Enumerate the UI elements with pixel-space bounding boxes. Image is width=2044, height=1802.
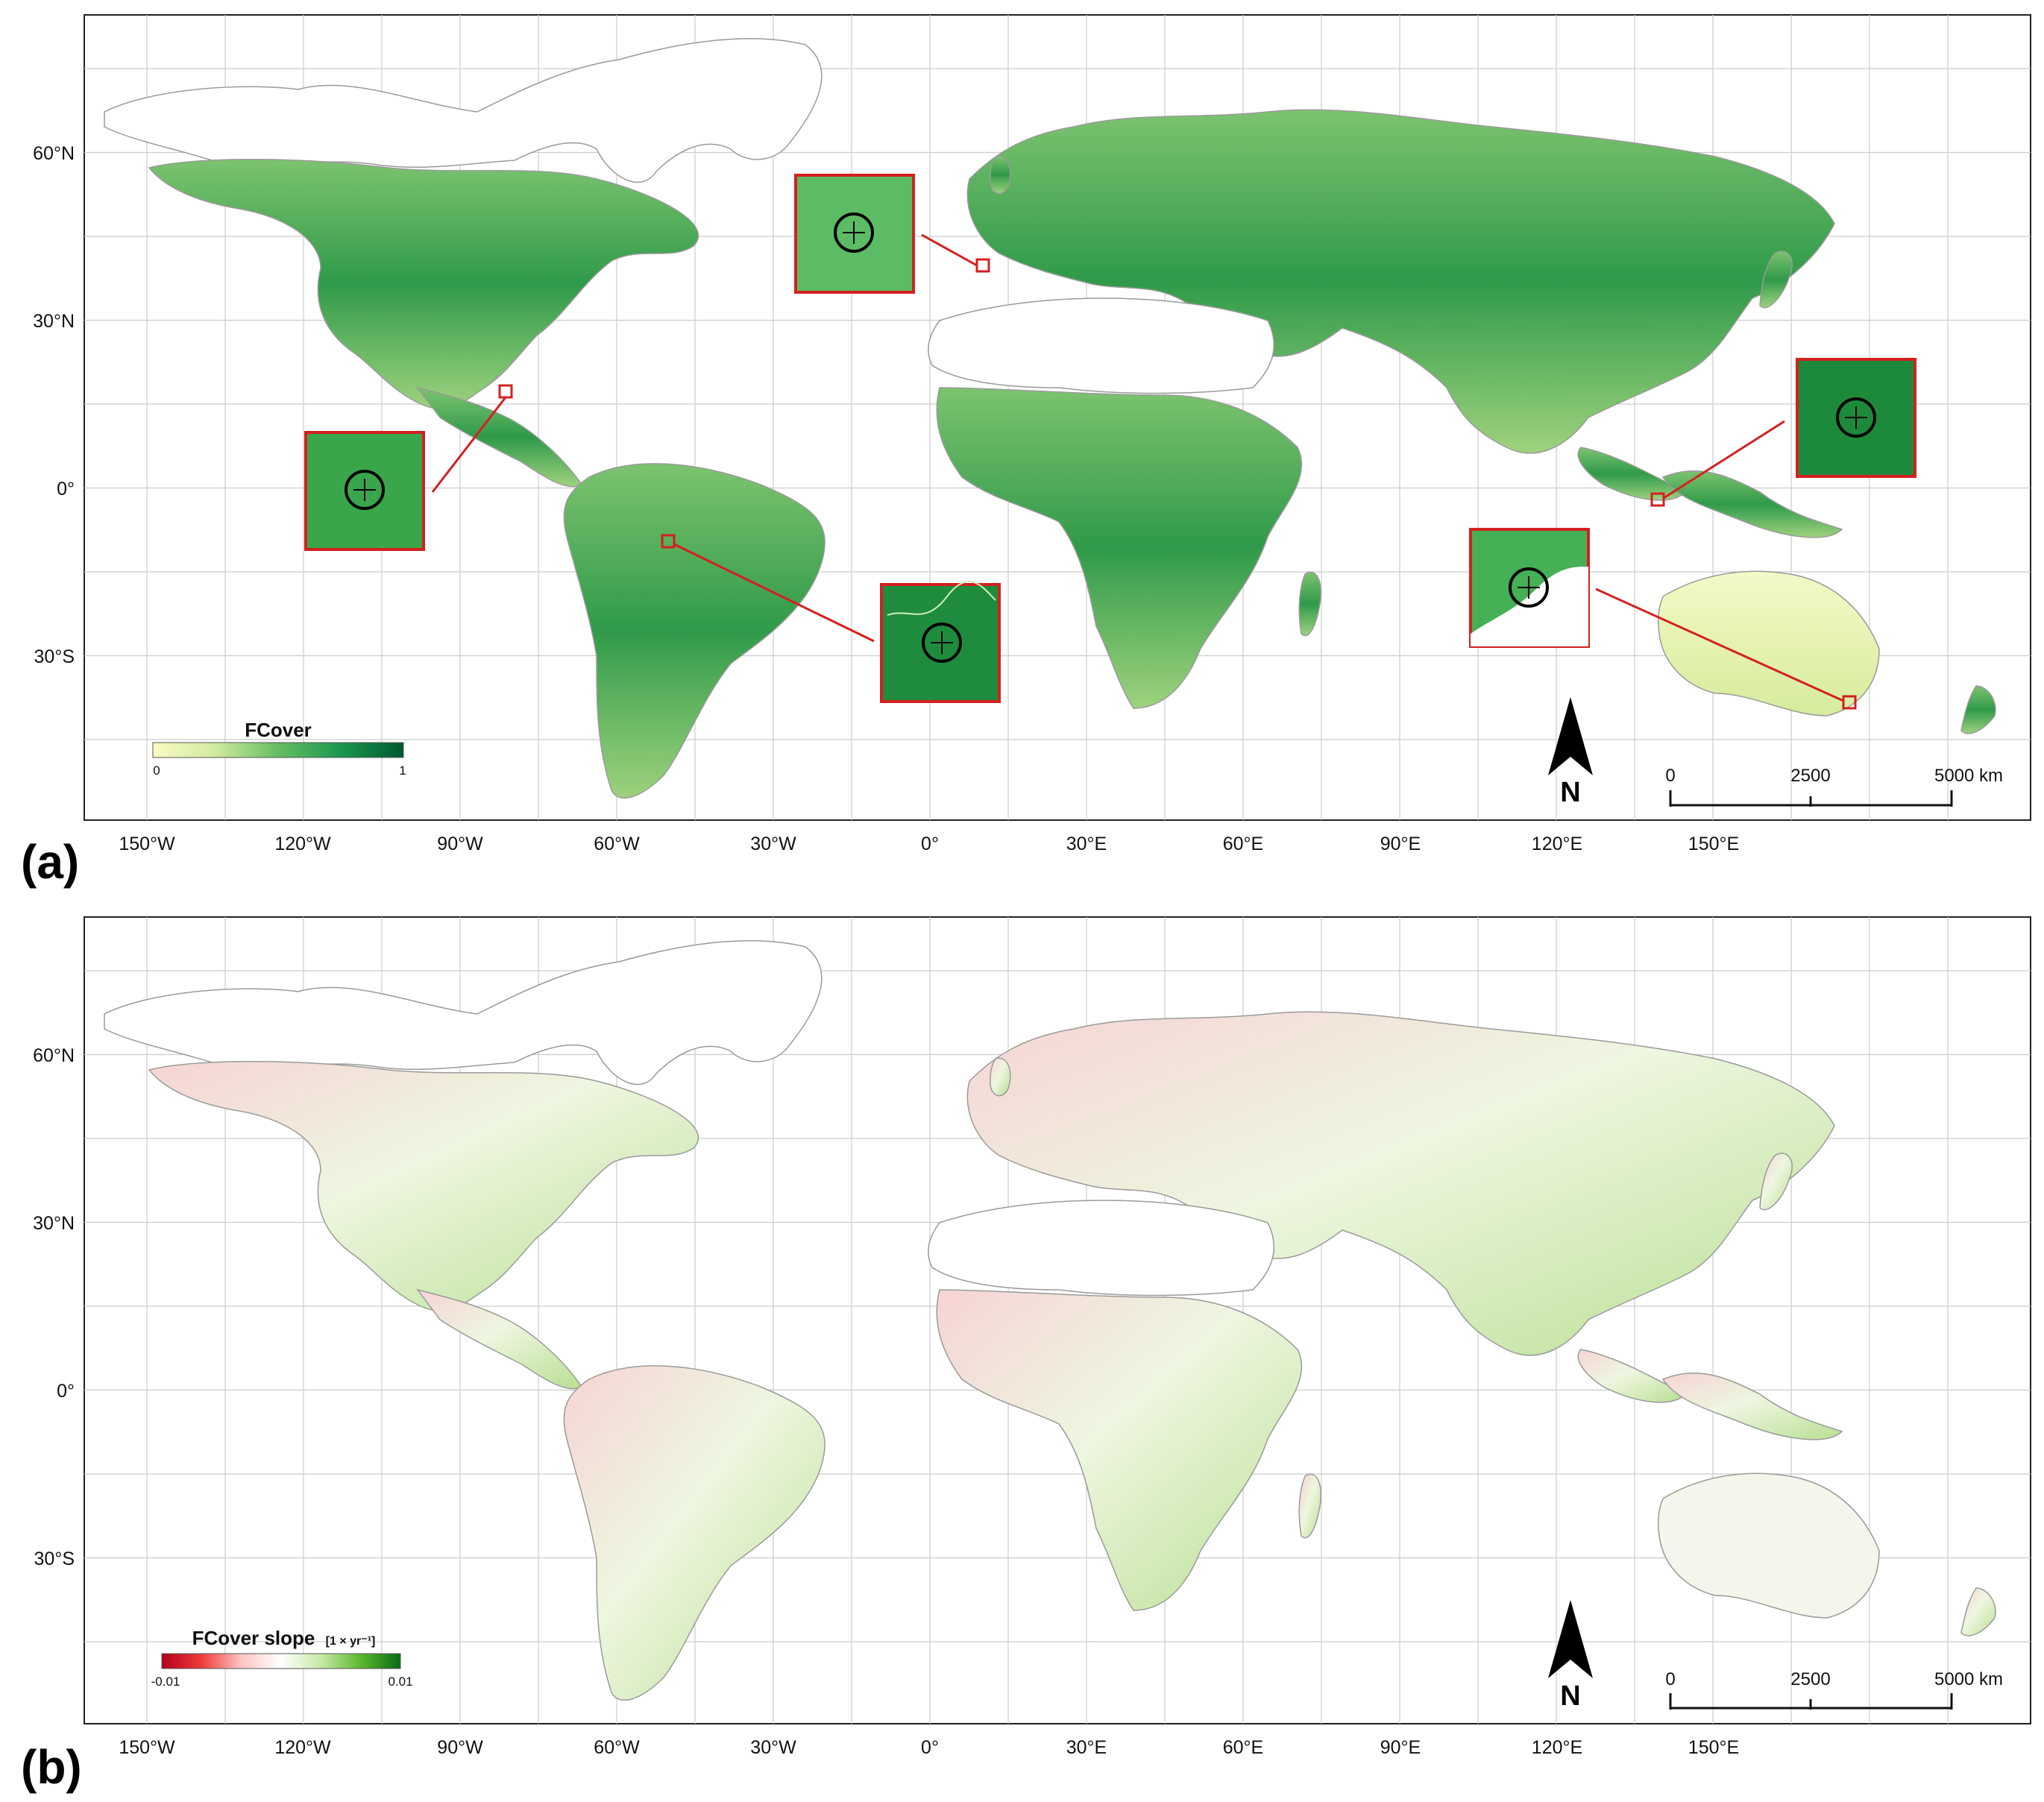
- lon-label: 60°E: [1223, 1737, 1263, 1758]
- lon-label: 30°W: [750, 834, 796, 854]
- japan: [1759, 251, 1793, 309]
- inset-amazon: [661, 534, 1001, 703]
- lon-label: 90°E: [1380, 1737, 1421, 1758]
- scale-label-2500: 2500: [1790, 1669, 1830, 1689]
- south-america: [563, 1365, 826, 1701]
- inset-target-circle: [1836, 397, 1876, 438]
- lon-label: 150°E: [1688, 834, 1739, 854]
- legend-min-label: -0.01: [151, 1675, 180, 1689]
- scale-label-0: 0: [1665, 766, 1675, 786]
- new-zealand: [1960, 685, 1996, 734]
- sahara-arabia: [928, 297, 1274, 394]
- eurasia: [966, 109, 1835, 454]
- inset-zoom-boxes: [304, 174, 1916, 710]
- lon-label: 30°E: [1066, 1737, 1107, 1758]
- landmasses: [104, 939, 1996, 1701]
- scale-label-5000: 5000 km: [1934, 766, 2003, 786]
- lat-label: 30°S: [34, 646, 75, 667]
- north-label: N: [1560, 777, 1580, 808]
- lon-label: 60°W: [594, 834, 640, 854]
- inset-target-circle: [345, 470, 385, 510]
- lon-label: 120°E: [1532, 834, 1582, 854]
- lon-label: 90°W: [437, 1737, 483, 1758]
- lon-label: 30°E: [1066, 834, 1107, 854]
- lat-label: 60°N: [33, 143, 75, 164]
- inset-borneo: [1650, 358, 1916, 507]
- africa: [936, 1289, 1303, 1611]
- indonesia-east: [1661, 470, 1843, 538]
- uk: [990, 155, 1011, 195]
- north-arrow: N: [1548, 697, 1593, 808]
- lon-label: 0°: [921, 834, 939, 854]
- inset-se-australia: [1469, 528, 1857, 710]
- scale-label-2500: 2500: [1790, 766, 1830, 786]
- north-label: N: [1560, 1680, 1580, 1712]
- uk: [990, 1057, 1011, 1097]
- scale-bar: 0 2500 5000 km: [1665, 766, 2003, 807]
- legend-min-label: 0: [153, 763, 160, 778]
- legend: FCover 0 1: [152, 719, 406, 778]
- eurasia: [966, 1011, 1835, 1356]
- lat-label: 30°S: [34, 1549, 75, 1569]
- lon-label: 120°W: [274, 1737, 331, 1758]
- new-zealand: [1960, 1587, 1996, 1636]
- north-arrow: N: [1548, 1600, 1593, 1712]
- scale-label-0: 0: [1665, 1669, 1675, 1689]
- lat-label: 30°N: [33, 311, 75, 332]
- legend-title: FCover: [245, 719, 312, 741]
- legend-max-label: 0.01: [388, 1675, 412, 1689]
- panel-a-fcover-map: 150°W 120°W 90°W 60°W 30°W 0° 30°E 60°E 90°E 120°…: [21, 14, 2031, 889]
- landmasses: [104, 37, 1996, 798]
- lon-label: 120°W: [274, 834, 331, 854]
- legend-max-label: 1: [399, 763, 406, 778]
- north-america: [148, 1061, 699, 1311]
- lon-label: 90°W: [437, 834, 483, 854]
- lon-label: 120°E: [1532, 1737, 1582, 1758]
- lat-label: 60°N: [33, 1045, 75, 1066]
- indonesia-west: [1577, 1349, 1687, 1403]
- lon-label: 150°W: [119, 1737, 175, 1758]
- lon-label: 60°E: [1223, 834, 1263, 854]
- lat-label: 30°N: [33, 1213, 75, 1234]
- legend-color-bar: [152, 742, 404, 758]
- inset-central-america: [304, 384, 513, 551]
- lon-label: 30°W: [750, 1737, 796, 1758]
- madagascar: [1298, 571, 1321, 637]
- sahara-arabia: [928, 1200, 1274, 1297]
- panel-b-fcover-slope-map: 150°W 120°W 90°W 60°W 30°W 0° 30°E 60°E 90°E 120°…: [21, 916, 2031, 1794]
- latitude-labels: 60°N 30°N 0° 30°S: [33, 143, 75, 667]
- south-america: [563, 463, 826, 798]
- north-america: [148, 159, 699, 409]
- panel-letter: (a): [21, 835, 79, 889]
- legend-title: FCover slope: [192, 1627, 315, 1649]
- legend-unit: [1 × yr⁻¹]: [326, 1635, 376, 1648]
- lat-label: 0°: [57, 1381, 75, 1402]
- inset-target-circle: [834, 212, 874, 253]
- legend: FCover slope [1 × yr⁻¹] -0.01 0.01: [151, 1627, 413, 1689]
- legend-color-bar: [161, 1653, 401, 1669]
- scale-label-5000: 5000 km: [1934, 1669, 2003, 1689]
- arctic-north-america: [104, 939, 823, 1086]
- inset-target-circle: [922, 623, 962, 663]
- lon-label: 150°E: [1688, 1737, 1739, 1758]
- longitude-labels: 150°W 120°W 90°W 60°W 30°W 0° 30°E 60°E 90°E 120°…: [119, 834, 1739, 854]
- arctic-north-america: [104, 37, 823, 183]
- lon-label: 60°W: [594, 1737, 640, 1758]
- lat-label: 0°: [57, 479, 75, 500]
- latitude-labels: 60°N 30°N 0° 30°S: [33, 1045, 75, 1569]
- lon-label: 0°: [921, 1737, 939, 1758]
- inset-target-circle: [1509, 567, 1549, 608]
- africa: [936, 387, 1303, 709]
- inset-iberia: [794, 174, 990, 294]
- lon-label: 150°W: [119, 834, 175, 854]
- panel-letter: (b): [21, 1740, 82, 1794]
- longitude-labels: 150°W 120°W 90°W 60°W 30°W 0° 30°E 60°E 90°E 120°…: [119, 1737, 1739, 1758]
- indonesia-east: [1661, 1373, 1843, 1440]
- madagascar: [1298, 1473, 1321, 1539]
- scale-bar: 0 2500 5000 km: [1665, 1669, 2003, 1710]
- japan: [1759, 1153, 1793, 1211]
- australia: [1657, 1472, 1880, 1619]
- lon-label: 90°E: [1380, 834, 1421, 854]
